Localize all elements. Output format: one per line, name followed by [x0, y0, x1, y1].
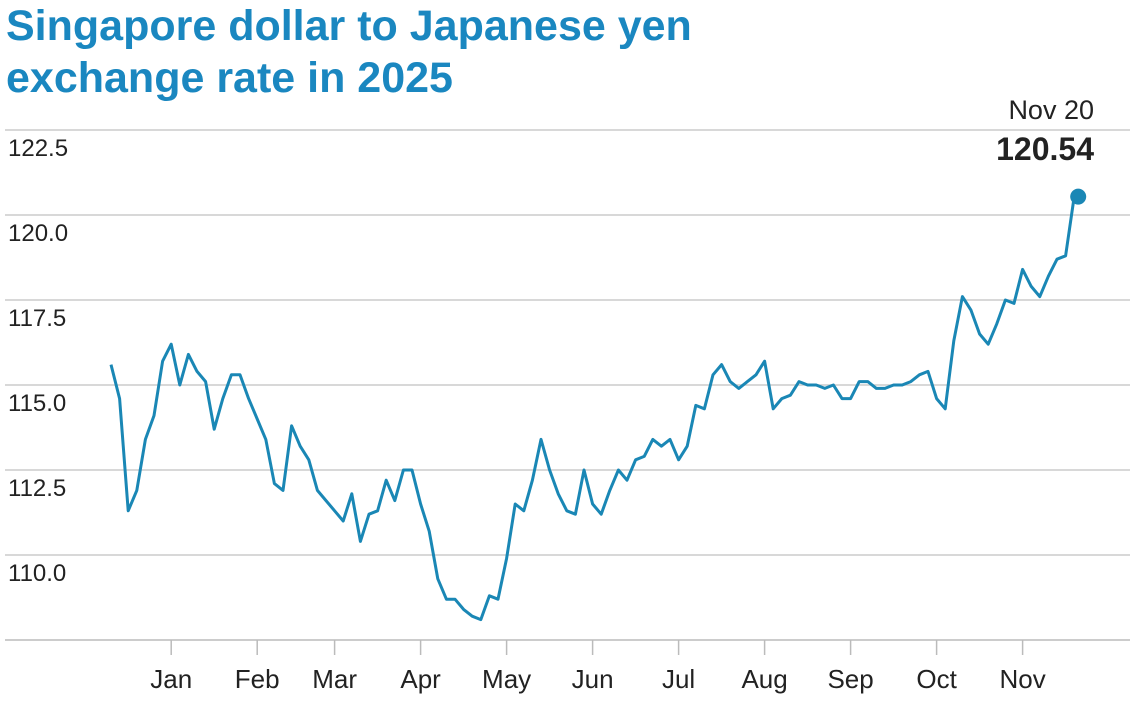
x-tick-label: Jan: [150, 664, 192, 694]
chart-title: Singapore dollar to Japanese yen: [6, 2, 692, 50]
x-tick-label: Jun: [572, 664, 614, 694]
y-tick-label: 117.5: [8, 305, 66, 332]
x-tick-label: Apr: [400, 664, 441, 694]
end-value-label: 120.54: [996, 131, 1094, 167]
x-tick-label: Jul: [662, 664, 695, 694]
end-date-label: Nov 20: [1008, 95, 1094, 125]
line: [109, 196, 1076, 622]
y-tick-label: 112.5: [8, 475, 66, 502]
y-tick-label: 120.0: [8, 220, 68, 247]
x-tick-label: Feb: [235, 664, 280, 694]
y-tick-label: 122.5: [8, 135, 68, 162]
x-tick-label: Oct: [916, 664, 957, 694]
x-tick-label: Aug: [741, 664, 787, 694]
end-point: [1070, 188, 1087, 205]
x-tick-label: Sep: [827, 664, 873, 694]
chart-title: exchange rate in 2025: [6, 54, 453, 102]
y-tick-label: 115.0: [8, 390, 66, 417]
x-tick-label: May: [482, 664, 531, 694]
x-tick-label: Mar: [312, 664, 357, 694]
x-tick-label: Nov: [999, 664, 1045, 694]
y-tick-label: 110.0: [8, 560, 66, 587]
